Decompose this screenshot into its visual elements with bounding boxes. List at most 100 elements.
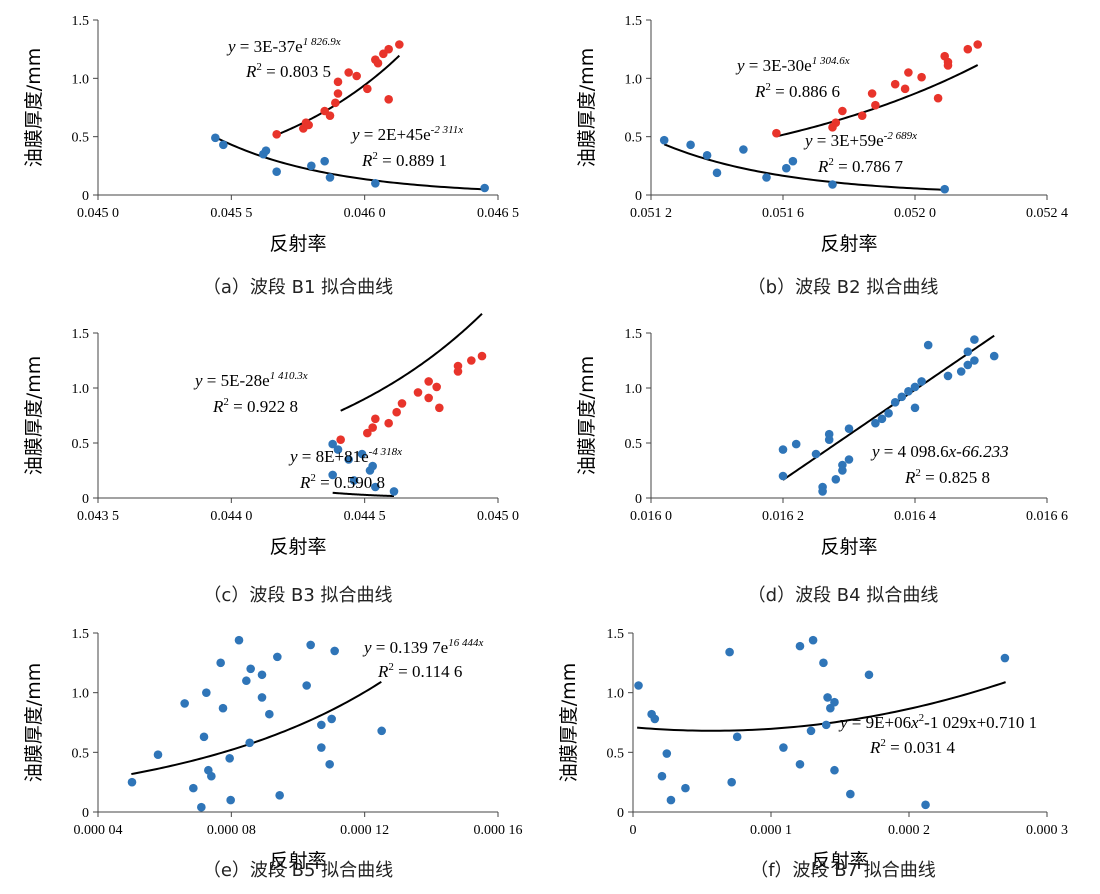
data-point [317, 743, 326, 752]
x-tick-label: 0.016 4 [894, 509, 936, 524]
data-point [791, 439, 801, 449]
chart-caption: （e）波段 B5 拟合曲线 [203, 860, 393, 881]
chart-panel-6: 0 0.5 1.0 1.5 0 0.000 1 0.000 2 0.000 3 反射率 油膜厚度/… [558, 627, 1068, 881]
fit-curve [663, 143, 942, 191]
y-tick-label: 0.5 [72, 437, 90, 452]
data-point [1000, 653, 1010, 663]
fit-equation: y = 4 098.6x-66.233 [870, 442, 1009, 461]
x-tick-label: 0.000 16 [474, 823, 523, 838]
data-point [306, 640, 315, 650]
y-tick-label: 0.5 [607, 746, 625, 761]
chart-caption: （b）波段 B2 拟合曲线 [748, 277, 939, 298]
data-point [197, 802, 206, 812]
data-point [921, 800, 930, 810]
data-point [846, 789, 855, 799]
chart-panel-5: 0 0.5 1.0 1.5 0.000 04 0.000 08 0.000 12 0.000 … [23, 627, 523, 881]
fit-equation: y = 3E+59e-2 689x [803, 130, 917, 150]
data-point [432, 382, 441, 392]
data-point [202, 688, 211, 697]
data-point [265, 709, 274, 719]
chart-panel-1: 0 0.5 1.0 1.5 0.045 0 0.045 5 0.046 0 0.046 5 反射… [23, 14, 519, 298]
x-tick-label: 0.046 0 [344, 206, 386, 221]
data-point [778, 471, 788, 481]
data-point [917, 377, 926, 386]
data-point [900, 84, 910, 94]
data-point [818, 487, 827, 496]
data-point [344, 68, 353, 77]
r-squared: R2 = 0.889 1 [361, 150, 447, 170]
x-axis-label: 反射率 [269, 233, 326, 255]
x-axis-label: 反射率 [269, 850, 326, 872]
data-point [384, 44, 393, 54]
data-point [779, 743, 788, 752]
data-point [219, 140, 228, 150]
data-point [246, 664, 255, 674]
data-point [884, 409, 893, 418]
data-point [904, 68, 913, 77]
data-point [257, 693, 267, 702]
data-point [333, 77, 343, 87]
data-point [830, 697, 839, 707]
y-tick-label: 1.5 [72, 327, 90, 342]
data-point [302, 681, 311, 690]
y-axis-label: 油膜厚度/mm [23, 48, 45, 167]
data-point [211, 133, 220, 143]
data-point [864, 670, 874, 680]
r-squared: R2 = 0.590 8 [299, 472, 385, 492]
data-point [480, 183, 489, 193]
data-point [890, 79, 900, 89]
data-point [363, 428, 372, 438]
y-tick-label: 0 [635, 189, 642, 204]
fit-equation: y = 3E-30e1 304.6x [735, 55, 850, 75]
data-point [910, 382, 920, 392]
y-axis-label: 油膜厚度/mm [576, 48, 598, 167]
data-point [328, 470, 337, 480]
x-tick-label: 0.051 6 [762, 206, 804, 221]
data-point [272, 167, 281, 176]
chart-panel-4: 0 0.5 1.0 1.5 0.016 0 0.016 2 0.016 4 0.016 6 反射… [576, 327, 1068, 606]
data-point [199, 732, 209, 742]
data-point [389, 487, 399, 496]
data-point [257, 670, 267, 680]
data-point [650, 714, 660, 724]
y-tick-label: 0.5 [625, 131, 643, 146]
x-axis-label: 反射率 [820, 233, 877, 255]
data-point [336, 435, 345, 445]
data-point [273, 652, 282, 662]
data-point [413, 388, 423, 397]
y-tick-label: 1.0 [72, 72, 90, 87]
data-point [778, 445, 788, 454]
data-point [795, 759, 805, 769]
data-point [127, 777, 137, 787]
x-tick-label: 0.044 5 [344, 509, 386, 524]
x-tick-label: 0.016 0 [630, 509, 672, 524]
data-point [963, 347, 973, 357]
data-point [320, 156, 329, 166]
data-point [877, 414, 887, 424]
y-tick-label: 1.5 [72, 627, 90, 642]
chart-caption: （a）波段 B1 拟合曲线 [203, 277, 393, 298]
data-point [727, 777, 736, 787]
data-point [397, 399, 407, 408]
data-point [897, 392, 907, 402]
data-point [963, 44, 973, 54]
chart-caption: （d）波段 B4 拟合曲线 [748, 585, 939, 606]
y-tick-label: 0.5 [72, 131, 90, 146]
data-point [821, 720, 831, 730]
data-point [317, 720, 326, 730]
x-tick-label: 0.051 2 [630, 206, 672, 221]
x-axis-label: 反射率 [269, 536, 326, 558]
data-point [923, 340, 933, 350]
data-point [762, 173, 771, 182]
data-point [819, 658, 828, 668]
x-tick-label: 0.044 0 [210, 509, 252, 524]
data-point [657, 771, 667, 781]
x-tick-label: 0.045 0 [77, 206, 119, 221]
data-point [477, 351, 487, 361]
x-tick-label: 0.000 1 [750, 823, 792, 838]
r-squared: R2 = 0.886 6 [754, 81, 840, 101]
data-point [352, 71, 361, 81]
data-point [368, 423, 377, 432]
x-tick-label: 0.000 08 [207, 823, 256, 838]
fit-curve [637, 681, 1006, 732]
